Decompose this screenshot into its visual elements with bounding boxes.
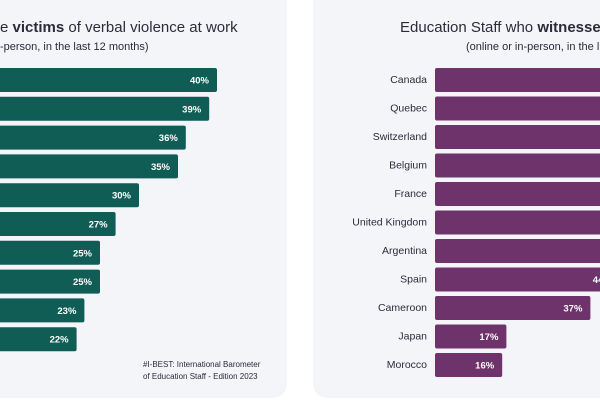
title-part: of verbal violence at work: [64, 19, 238, 36]
bar: [0, 183, 139, 208]
value-label: 23%: [57, 306, 77, 317]
bar: [0, 298, 85, 323]
bar: [435, 296, 591, 320]
value-label: 40%: [190, 76, 210, 87]
value-label: 36%: [159, 133, 179, 144]
left-chart: e victims of verbal violence at work -per…: [0, 19, 261, 381]
bar: [435, 182, 600, 206]
title-part: Education Staff who: [400, 19, 537, 36]
bar: [435, 153, 600, 178]
bar: [0, 154, 178, 179]
category-label: Morocco: [387, 359, 427, 371]
value-label: 16%: [475, 361, 495, 372]
bar: [435, 324, 507, 349]
bar: [435, 267, 600, 292]
category-label: Quebec: [390, 102, 427, 114]
bar: [435, 68, 600, 92]
value-label: 25%: [73, 248, 93, 259]
value-label: 30%: [112, 191, 132, 202]
value-label: 25%: [73, 277, 93, 288]
chart-subtitle: -person, in the last 12 months): [0, 41, 149, 53]
chart-subtitle: (online or in-person, in the l: [466, 41, 599, 53]
title-part: e: [0, 19, 13, 36]
title-part: witnessed: [536, 19, 600, 36]
category-label: Switzerland: [373, 131, 427, 143]
chart-title: e victims of verbal violence at work: [0, 19, 238, 36]
value-label: 17%: [479, 332, 499, 343]
title-part: victims: [13, 19, 65, 36]
value-label: 27%: [89, 220, 109, 231]
chart-title: Education Staff who witnessed v: [400, 19, 600, 36]
category-label: Argentina: [382, 245, 427, 257]
bar: [0, 96, 210, 121]
footer-note: #I-BEST: International Barometer: [143, 360, 261, 369]
value-label: 22%: [50, 335, 70, 346]
bar: [0, 240, 100, 265]
category-label: Cameroon: [378, 302, 427, 314]
bar: [0, 327, 77, 352]
bar: [435, 125, 600, 149]
category-label: France: [394, 188, 427, 200]
bar: [435, 353, 503, 377]
bar: [0, 125, 186, 150]
value-label: 39%: [182, 104, 202, 115]
bar: [0, 68, 217, 92]
category-label: Spain: [400, 273, 427, 285]
bar: [0, 212, 116, 236]
category-label: Belgium: [389, 159, 427, 171]
bar: [0, 269, 100, 294]
bar: [435, 239, 600, 263]
value-label: 44%: [593, 275, 600, 286]
category-label: United Kingdom: [352, 216, 427, 228]
bar: [435, 210, 600, 235]
bar: [435, 96, 600, 121]
category-label: Canada: [390, 74, 427, 86]
value-label: 37%: [563, 304, 583, 315]
footer-note: of Education Staff - Edition 2023: [143, 372, 258, 381]
category-label: Japan: [398, 330, 427, 342]
right-chart: Education Staff who witnessed v (online o…: [352, 19, 600, 377]
value-label: 35%: [151, 162, 171, 173]
